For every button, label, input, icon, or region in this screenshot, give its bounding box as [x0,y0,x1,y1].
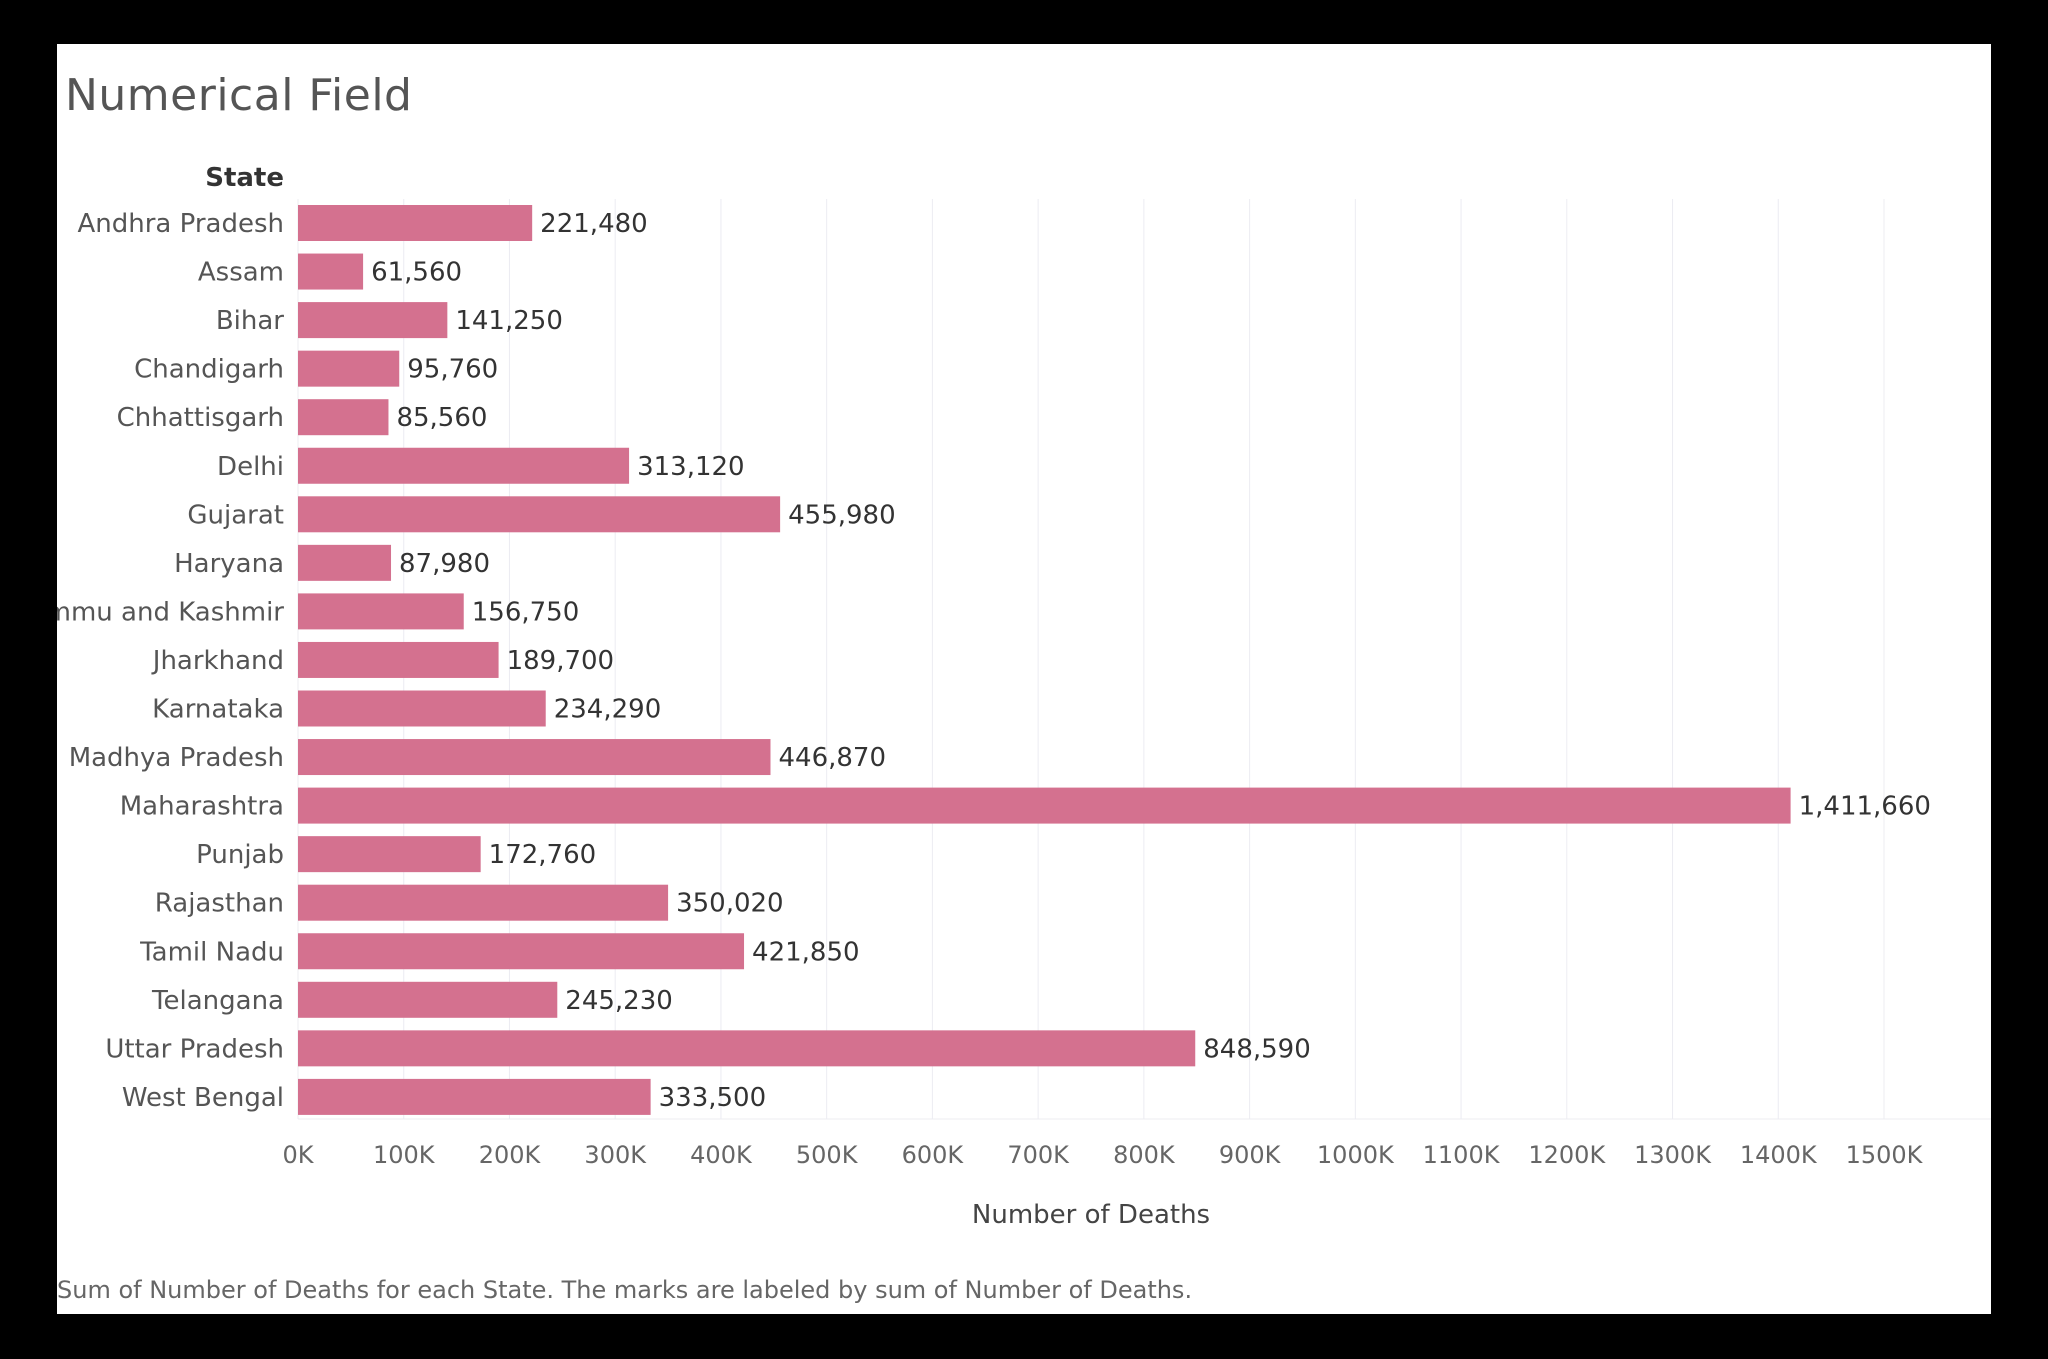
page-title: Numerical Field [65,70,413,121]
x-tick-label: 1100K [1423,1141,1501,1169]
category-label: Uttar Pradesh [105,1034,284,1064]
value-label: 313,120 [637,452,745,482]
bar[interactable] [298,690,546,727]
category-label: West Bengal [122,1083,284,1113]
category-label: Assam [198,258,284,288]
value-label: 172,760 [489,840,597,870]
x-tick-label: 1200K [1528,1141,1606,1169]
category-label: Punjab [196,840,284,870]
x-tick-label: 1500K [1846,1141,1924,1169]
value-label: 455,980 [788,500,896,530]
category-label: Telangana [151,986,284,1016]
x-tick-label: 1300K [1634,1141,1712,1169]
row-header: State [205,163,284,193]
bar[interactable] [298,544,392,581]
value-label: 221,480 [540,209,648,239]
value-label: 141,250 [455,306,563,336]
bar[interactable] [298,1030,1196,1067]
category-label: Tamil Nadu [139,937,284,967]
category-label: Karnataka [152,695,284,725]
x-tick-label: 800K [1113,1141,1176,1169]
bar[interactable] [298,593,464,630]
category-label: Gujarat [187,500,284,530]
value-label: 350,020 [676,889,784,919]
category-label: Andhra Pradesh [77,209,284,239]
bar[interactable] [298,253,364,290]
bar[interactable] [298,205,533,241]
value-label: 421,850 [752,937,860,967]
bar[interactable] [298,884,669,921]
labels: 0K 100K 200K 300K 400K 500K 600K 700K 800K 900K 10… [57,209,1931,1169]
bar[interactable] [298,302,448,339]
bar[interactable] [298,350,400,387]
category-label: Delhi [217,452,284,482]
bars [298,205,1791,1115]
x-tick-label: 200K [479,1141,542,1169]
bar[interactable] [298,739,771,776]
bar[interactable] [298,399,389,436]
bar[interactable] [298,981,558,1018]
category-label: Chandigarh [134,355,284,385]
category-label: Jammu and Kashmir [57,597,284,627]
value-label: 87,980 [399,549,490,579]
grid-lines [297,199,1991,1120]
x-tick-label: 100K [373,1141,436,1169]
x-tick-label: 300K [584,1141,647,1169]
x-tick-label: 0K [282,1141,314,1169]
x-tick-label: 900K [1219,1141,1282,1169]
x-tick-label: 1400K [1740,1141,1818,1169]
value-label: 234,290 [554,695,662,725]
value-label: 1,411,660 [1799,792,1931,822]
bar[interactable] [298,836,481,873]
bar[interactable] [298,787,1791,824]
x-tick-label: 1000K [1317,1141,1395,1169]
category-label: Jharkhand [151,646,284,676]
value-label: 333,500 [659,1083,767,1113]
bar[interactable] [298,496,781,533]
chart-panel: Numerical Field 0K 100K 200K 300K 400K 500K 60… [57,44,1991,1314]
x-axis-title: Number of Deaths [972,1200,1210,1230]
value-label: 95,760 [407,355,498,385]
bar-chart: 0K 100K 200K 300K 400K 500K 600K 700K 800K 900K 10… [57,163,1991,1230]
value-label: 189,700 [507,646,615,676]
value-label: 446,870 [778,743,886,773]
bar[interactable] [298,641,499,678]
chart-caption: Sum of Number of Deaths for each State. … [57,1276,1193,1304]
category-label: Chhattisgarh [117,403,284,433]
category-label: Rajasthan [155,889,284,919]
category-label: Madhya Pradesh [69,743,284,773]
value-label: 245,230 [565,986,673,1016]
value-label: 848,590 [1203,1034,1311,1064]
bar[interactable] [298,933,745,970]
x-tick-label: 700K [1007,1141,1070,1169]
bar[interactable] [298,447,630,484]
category-label: Bihar [216,306,284,336]
x-tick-label: 500K [796,1141,859,1169]
value-label: 61,560 [371,258,462,288]
category-label: Maharashtra [120,792,284,822]
x-tick-label: 400K [690,1141,753,1169]
value-label: 156,750 [472,597,580,627]
value-label: 85,560 [396,403,487,433]
x-tick-label: 600K [902,1141,965,1169]
category-label: Haryana [174,549,284,579]
bar[interactable] [298,1078,651,1115]
